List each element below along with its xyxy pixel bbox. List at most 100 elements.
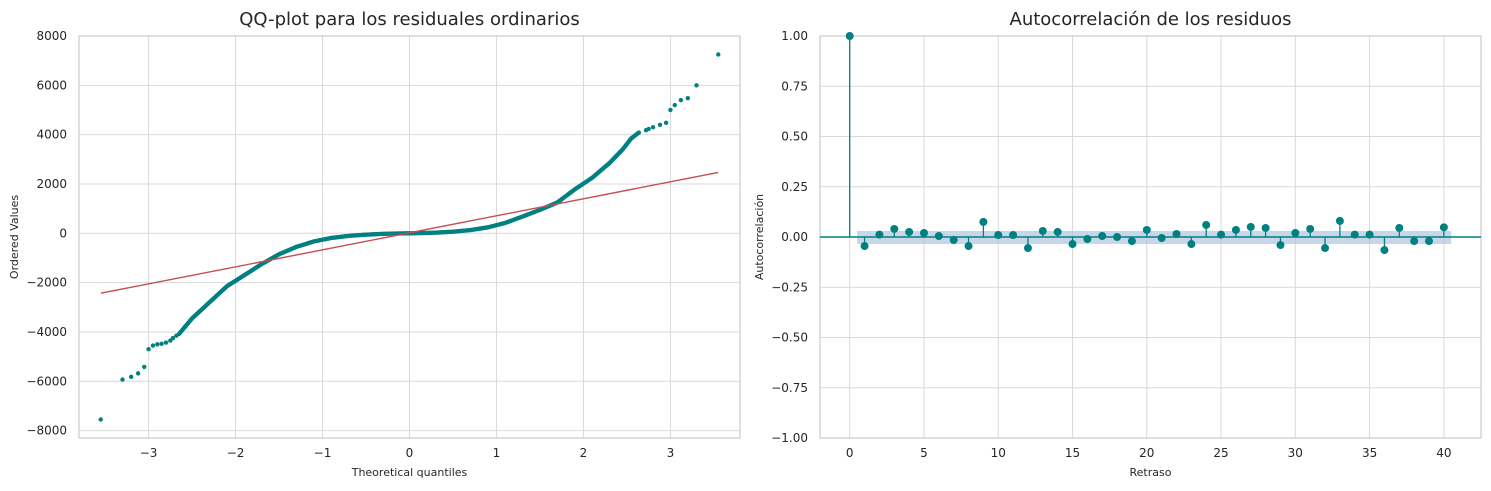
qq-point [170,335,176,341]
acf-y-tick-label: 0.25 [781,180,808,194]
acf-marker [1439,223,1448,232]
qq-y-tick-label: −2000 [26,276,67,290]
acf-y-tick-label: −0.75 [771,381,808,395]
acf-x-tick-label: 30 [1288,446,1303,460]
qq-plot-panel: −3 −2 −1 0 1 2 3 −8000 −6000 −4000 −2000 0 2000 4000 6… [8,9,741,479]
acf-y-tick-label: −0.50 [771,331,808,345]
acf-marker [1291,228,1300,237]
qq-y-tick-label: 8000 [36,29,67,43]
qq-point [150,343,156,348]
qq-point [716,52,721,57]
qq-x-axis-label: Theoretical quantiles [351,466,468,479]
qq-point [636,130,642,135]
acf-marker [979,217,988,226]
qq-plot-title: QQ-plot para los residuales ordinarios [239,9,580,30]
acf-marker [890,224,899,233]
acf-marker [1113,233,1122,241]
qq-point [657,122,663,127]
qq-point [155,342,160,347]
qq-point [142,364,147,370]
qq-point [646,126,651,132]
acf-marker [845,32,854,40]
acf-marker [1023,244,1032,253]
qq-point [694,83,699,88]
acf-marker [1083,235,1092,244]
qq-x-tick-label: 1 [493,446,501,460]
acf-marker [919,228,928,237]
qq-fit-line [100,171,719,294]
acf-marker [860,242,869,251]
acf-marker [1038,226,1047,235]
qq-point [672,102,677,108]
acf-marker [1425,237,1434,246]
qq-y-tick-label: 0 [59,226,67,240]
acf-marker [1202,220,1211,229]
qq-y-tick-label: 6000 [36,78,67,92]
acf-marker [994,230,1003,239]
acf-y-tick-label: 0.00 [781,230,808,244]
acf-x-tick-label: 25 [1213,446,1228,460]
qq-y-tick-label: −6000 [26,374,67,388]
acf-y-tick-label: −0.25 [771,280,808,294]
acf-marker [1009,230,1018,239]
acf-x-tick-label: 20 [1139,446,1154,460]
qq-point [668,107,673,113]
acf-marker [1172,229,1181,238]
acf-plot-panel: 0 5 10 15 20 25 30 35 40 −1.00 −0.75 −0.50 −0.25 0.00… [753,9,1482,479]
qq-points-group [98,52,721,422]
qq-point [685,95,691,101]
acf-marker [1217,230,1226,239]
acf-y-tick-label: 1.00 [781,29,808,43]
acf-marker [1306,224,1315,233]
acf-marker [1098,231,1107,240]
acf-marker [1127,237,1136,246]
qq-point [663,120,669,126]
acf-plot-title: Autocorrelación de los residuos [1010,9,1292,30]
acf-y-tick-label: 0.75 [781,79,808,93]
acf-marker [1395,223,1404,232]
acf-x-tick-label: 35 [1362,446,1377,460]
qq-point [146,347,151,352]
acf-x-tick-label: 15 [1065,446,1080,460]
qq-y-tick-label: 4000 [36,128,67,142]
qq-y-tick-label: 2000 [36,177,67,191]
qq-point [650,125,656,130]
acf-marker [1321,244,1330,253]
acf-x-tick-label: 5 [920,446,928,460]
acf-x-tick-label: 0 [846,446,854,460]
acf-marker [875,230,884,239]
acf-marker [1053,227,1062,236]
acf-y-tick-label: −1.00 [771,431,808,445]
acf-marker [1246,222,1255,231]
acf-x-tick-label: 10 [991,446,1006,460]
acf-marker [1380,246,1389,255]
acf-marker [905,227,914,236]
acf-y-tick-label: 0.50 [781,130,808,144]
qq-point [128,374,134,380]
acf-marker [1068,240,1077,249]
qq-point [98,417,103,422]
qq-point [163,340,169,345]
acf-marker [1410,237,1419,246]
acf-x-axis-label: Retraso [1130,466,1172,479]
qq-y-tick-label: −8000 [26,424,67,438]
acf-marker [934,231,943,240]
acf-marker [964,242,973,251]
qq-y-axis-label: Ordered Values [8,195,21,279]
qq-x-tick-label: 0 [406,446,414,460]
qq-x-tick-label: 2 [580,446,588,460]
qq-point [135,371,141,376]
acf-marker [1335,216,1344,225]
acf-marker [1261,223,1270,232]
acf-marker [1187,240,1196,249]
qq-point [678,97,684,103]
acf-marker [1276,241,1285,250]
qq-point [120,377,125,382]
acf-marker [1142,225,1151,234]
qq-x-tick-label: −3 [140,446,158,460]
acf-marker [1365,230,1374,239]
acf-marker [1231,225,1240,234]
qq-point [159,341,164,346]
acf-marker [1350,230,1359,239]
